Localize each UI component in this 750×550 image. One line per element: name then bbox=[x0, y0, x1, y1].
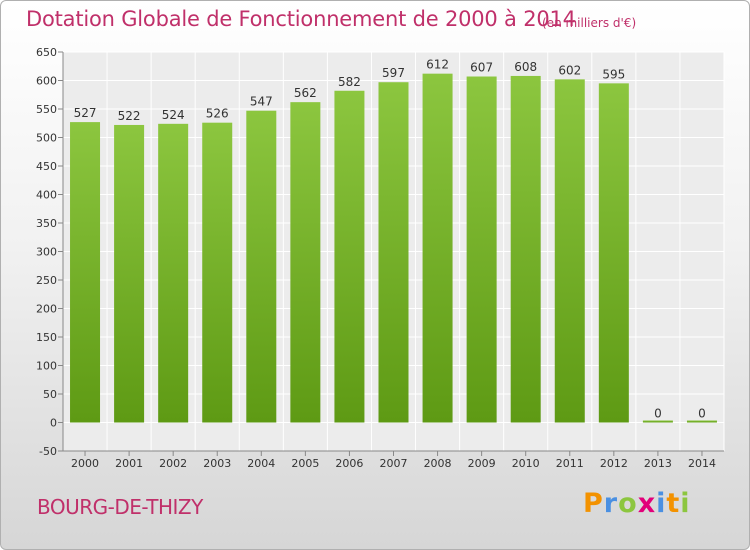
brand-letter: o bbox=[618, 488, 638, 519]
y-tick-label: 250 bbox=[36, 274, 57, 287]
labels: -50 0 50 100 150 200 250 300 350 400 450 500 550 600 6… bbox=[36, 46, 716, 470]
brand-letter: x bbox=[637, 488, 657, 519]
x-tick-label: 2003 bbox=[203, 457, 231, 470]
brand-letter: i bbox=[656, 488, 667, 519]
bar bbox=[466, 76, 497, 423]
bar bbox=[686, 420, 717, 423]
bar-value-label: 608 bbox=[514, 60, 537, 74]
bar-value-label: 602 bbox=[558, 63, 581, 77]
y-tick-label: 150 bbox=[36, 331, 57, 344]
bar bbox=[642, 420, 673, 423]
brand-logo: Proxiti bbox=[583, 488, 691, 519]
y-tick-label: 50 bbox=[43, 388, 57, 401]
bar-value-label: 0 bbox=[698, 407, 706, 421]
x-tick-label: 2000 bbox=[71, 457, 99, 470]
x-tick-label: 2010 bbox=[512, 457, 540, 470]
x-tick-label: 2005 bbox=[291, 457, 319, 470]
bar-value-label: 526 bbox=[206, 107, 229, 121]
bar-value-label: 597 bbox=[382, 66, 405, 80]
bar-value-label: 527 bbox=[74, 106, 97, 120]
bar bbox=[246, 110, 277, 423]
axes bbox=[58, 51, 724, 456]
chart-subtitle: (en milliers d'€) bbox=[542, 16, 637, 30]
bar bbox=[510, 75, 541, 423]
y-tick-label: 550 bbox=[36, 103, 57, 116]
bar bbox=[422, 73, 453, 423]
y-tick-label: 450 bbox=[36, 160, 57, 173]
x-tick-label: 2014 bbox=[688, 457, 716, 470]
x-tick-label: 2009 bbox=[468, 457, 496, 470]
bar bbox=[158, 123, 189, 423]
bar-value-label: 522 bbox=[118, 109, 141, 123]
bar-value-label: 595 bbox=[602, 67, 625, 81]
bar bbox=[290, 102, 321, 423]
x-tick-label: 2006 bbox=[335, 457, 363, 470]
bar bbox=[334, 90, 365, 423]
bar-value-label: 547 bbox=[250, 95, 273, 109]
bar-value-label: 0 bbox=[654, 407, 662, 421]
x-tick-label: 2007 bbox=[380, 457, 408, 470]
x-tick-label: 2008 bbox=[424, 457, 452, 470]
commune-name: BOURG-DE-THIZY bbox=[37, 495, 203, 519]
y-tick-label: 200 bbox=[36, 303, 57, 316]
y-tick-label: 300 bbox=[36, 246, 57, 259]
bar bbox=[70, 122, 101, 423]
x-tick-label: 2012 bbox=[600, 457, 628, 470]
bar bbox=[554, 79, 585, 423]
bar-value-label: 524 bbox=[162, 108, 185, 122]
y-tick-label: 350 bbox=[36, 217, 57, 230]
bar-value-label: 607 bbox=[470, 61, 493, 75]
x-tick-label: 2013 bbox=[644, 457, 672, 470]
bars bbox=[70, 73, 717, 423]
y-tick-label: 100 bbox=[36, 360, 57, 373]
y-tick-label: 400 bbox=[36, 189, 57, 202]
brand-letter: t bbox=[666, 488, 681, 519]
y-tick-label: 500 bbox=[36, 132, 57, 145]
bar-value-label: 612 bbox=[426, 58, 449, 72]
chart-title: Dotation Globale de Fonctionnement de 20… bbox=[26, 7, 576, 31]
bar bbox=[378, 82, 409, 423]
x-tick-label: 2004 bbox=[247, 457, 275, 470]
bar-value-label: 562 bbox=[294, 86, 317, 100]
y-tick-label: -50 bbox=[39, 445, 57, 458]
brand-letter: i bbox=[680, 488, 691, 519]
x-tick-label: 2001 bbox=[115, 457, 143, 470]
bar bbox=[114, 124, 145, 423]
bar bbox=[598, 83, 629, 423]
y-tick-label: 600 bbox=[36, 75, 57, 88]
y-tick-label: 650 bbox=[36, 46, 57, 59]
x-tick-label: 2011 bbox=[556, 457, 584, 470]
y-tick-label: 0 bbox=[50, 417, 57, 430]
brand-letter: P bbox=[583, 488, 604, 519]
bar-value-label: 582 bbox=[338, 75, 361, 89]
x-tick-label: 2002 bbox=[159, 457, 187, 470]
brand-letter: r bbox=[603, 488, 619, 519]
bar bbox=[202, 122, 233, 423]
